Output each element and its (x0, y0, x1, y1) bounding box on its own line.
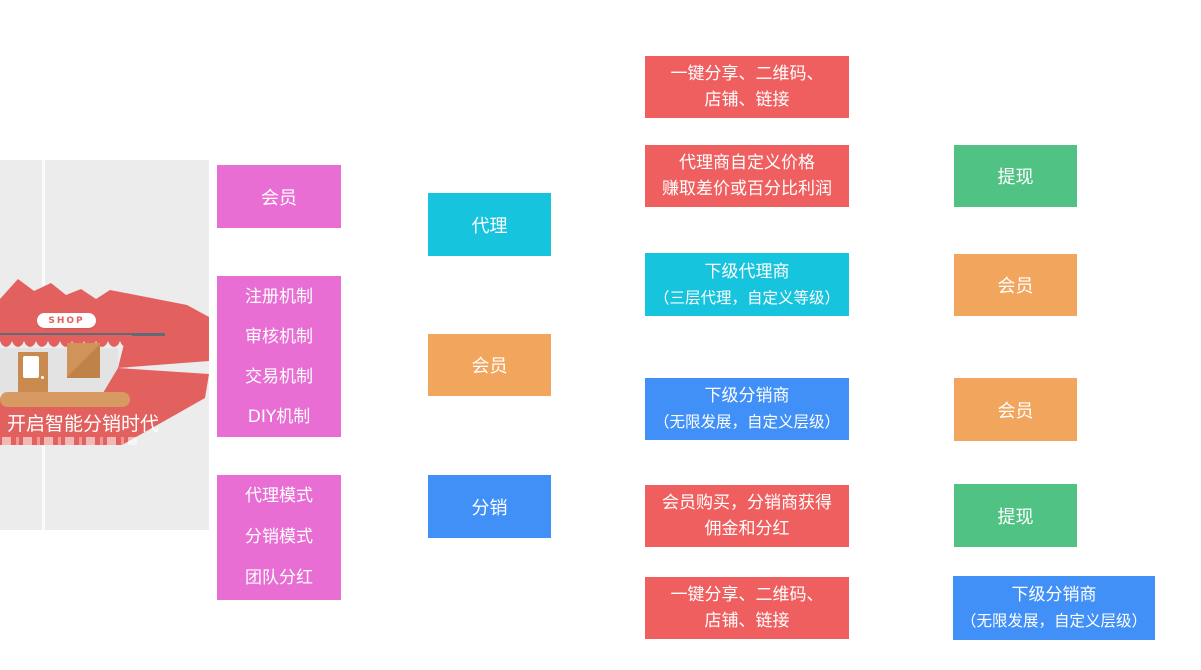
node-distribution: 分销 (428, 475, 551, 538)
node-label: DIY机制 (247, 406, 311, 427)
node-agent-pricing: 代理商自定义价格 赚取差价或百分比利润 (645, 145, 849, 207)
node-label: 会员购买，分销商获得 (662, 493, 832, 513)
node-label: 审核机制 (245, 326, 313, 347)
node-label: 交易机制 (245, 366, 313, 387)
node-sub-distributors-right: 下级分销商 （无限发展，自定义层级） (953, 576, 1155, 640)
node-label: 分销 (471, 497, 508, 519)
door-handle (41, 376, 44, 379)
node-label: 赚取差价或百分比利润 (662, 179, 832, 199)
node-label: 会员 (997, 400, 1034, 422)
shop-badge: SHOP (37, 313, 96, 328)
node-label: （无限发展，自定义层级） (960, 612, 1147, 630)
node-label: 下级分销商 (1011, 585, 1097, 605)
node-sub-distributors: 下级分销商 （无限发展，自定义层级） (645, 378, 849, 440)
shop-door (18, 352, 48, 394)
shop-platform (0, 392, 130, 407)
node-mechanisms: 注册机制 审核机制 交易机制 DIY机制 (217, 276, 341, 437)
node-label: （三层代理，自定义等级） (653, 288, 840, 307)
node-label: 注册机制 (245, 286, 313, 307)
node-modes: 代理模式 分销模式 团队分红 (217, 475, 341, 600)
node-share-bottom: 一键分享、二维码、 店铺、链接 (645, 577, 849, 639)
node-label: 提现 (997, 167, 1034, 188)
node-label: 会员 (261, 187, 297, 209)
node-member-right-1: 会员 (954, 254, 1077, 316)
node-label: 佣金和分红 (704, 519, 790, 539)
node-member-mid: 会员 (428, 334, 551, 396)
node-label: 提现 (997, 506, 1034, 528)
node-agent: 代理 (428, 193, 551, 256)
node-withdraw-1: 提现 (954, 145, 1077, 207)
node-label: 代理 (471, 215, 508, 237)
node-label: 会员 (471, 356, 508, 377)
node-label: 店铺、链接 (704, 611, 790, 631)
awning-rod (0, 333, 165, 336)
node-label: 下级分销商 (704, 386, 790, 406)
node-share-top: 一键分享、二维码、 店铺、链接 (645, 56, 849, 118)
node-member-right-2: 会员 (954, 378, 1077, 441)
node-label: 一键分享、二维码、 (670, 585, 824, 605)
shop-illustration: SHOP 开启智能分销时代 (0, 160, 209, 530)
node-member-pink: 会员 (217, 165, 341, 228)
node-member-purchase: 会员购买，分销商获得 佣金和分红 (645, 485, 849, 547)
door-panel (23, 356, 39, 378)
shop-badge-label: SHOP (48, 315, 85, 326)
node-label: 分销模式 (245, 527, 313, 547)
node-label: （无限发展，自定义层级） (653, 413, 840, 431)
node-sub-agents: 下级代理商 （三层代理，自定义等级） (645, 253, 849, 316)
awning-scallops (0, 335, 132, 347)
node-withdraw-2: 提现 (954, 484, 1077, 547)
shop-window (67, 343, 100, 378)
node-label: 代理模式 (245, 486, 313, 506)
node-label: 会员 (997, 276, 1034, 297)
node-label: 团队分红 (245, 568, 313, 588)
node-label: 下级代理商 (704, 261, 790, 282)
node-label: 店铺、链接 (704, 90, 790, 110)
node-label: 代理商自定义价格 (679, 153, 815, 173)
illustration-tagline: 开启智能分销时代 (7, 413, 160, 435)
node-label: 一键分享、二维码、 (670, 64, 824, 84)
clipped-text-remnant (2, 437, 142, 445)
